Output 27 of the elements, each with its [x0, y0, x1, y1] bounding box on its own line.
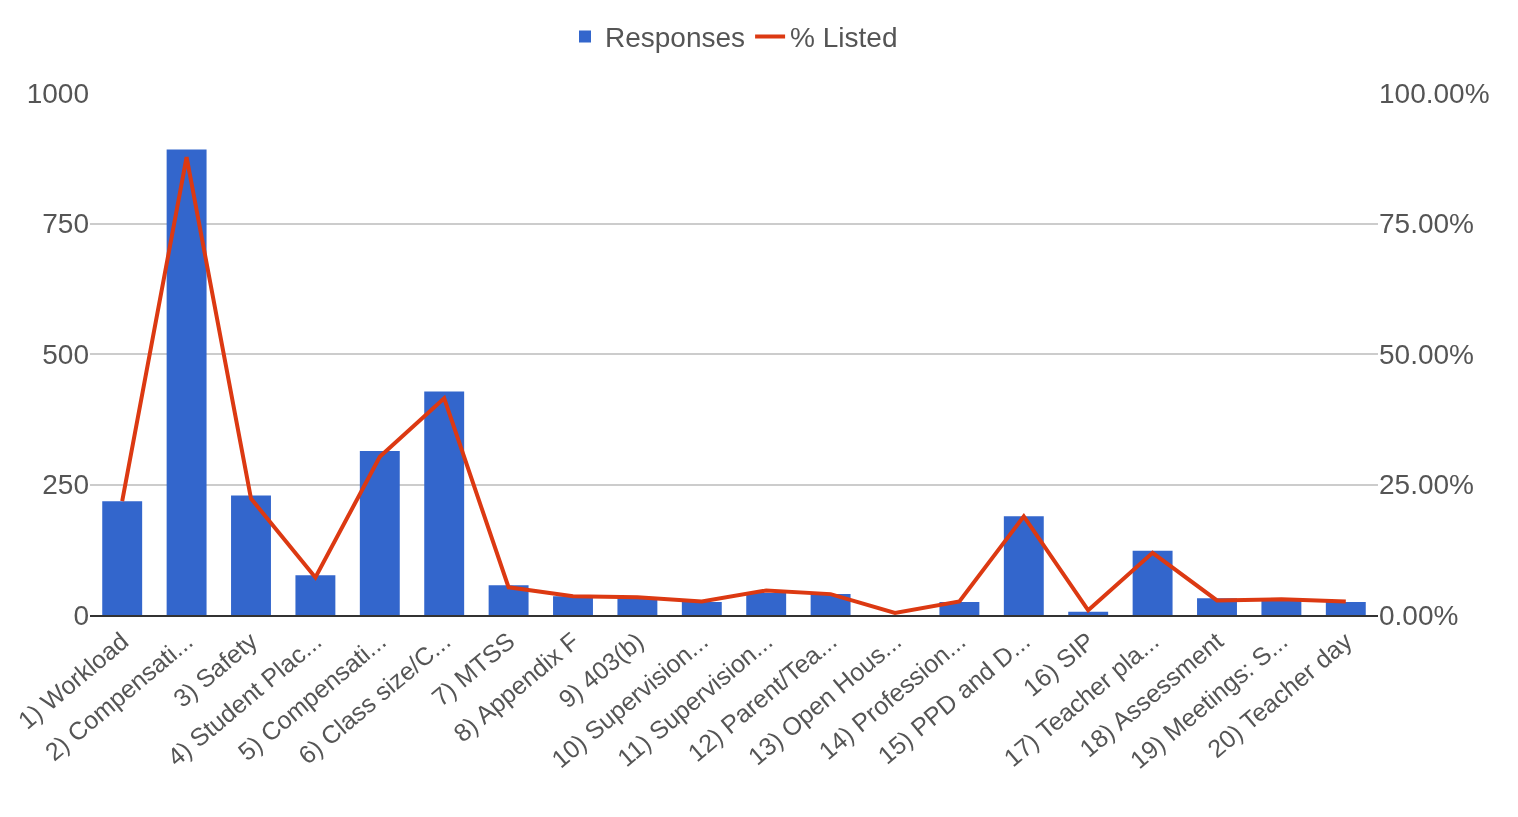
y2-tick-label: 25.00%	[1379, 469, 1474, 501]
y2-tick-label: 75.00%	[1379, 208, 1474, 240]
bar	[166, 149, 207, 615]
bar	[359, 451, 400, 615]
bar	[746, 593, 787, 615]
y-tick-label: 1000	[26, 77, 89, 109]
legend-label: Responses	[605, 22, 746, 54]
bar	[1325, 601, 1366, 615]
legend-label: % Listed	[790, 22, 898, 54]
bar	[488, 585, 529, 615]
bar	[553, 596, 593, 615]
y2-tick-label: 50.00%	[1379, 338, 1474, 370]
bar	[295, 575, 336, 615]
bar	[1132, 550, 1173, 615]
bar	[424, 391, 465, 615]
y-tick-label: 500	[42, 338, 89, 370]
y-tick-label: 750	[42, 208, 89, 240]
bar	[231, 495, 271, 615]
bar	[1068, 611, 1109, 615]
bar	[1003, 516, 1044, 615]
y2-tick-label: 100.00%	[1379, 77, 1490, 109]
bar	[102, 501, 143, 615]
y-tick-label: 250	[42, 469, 89, 501]
y-tick-label: 0	[73, 599, 89, 631]
bar	[681, 601, 722, 615]
line-series	[120, 155, 1348, 615]
y2-tick-label: 0.00%	[1379, 599, 1459, 631]
